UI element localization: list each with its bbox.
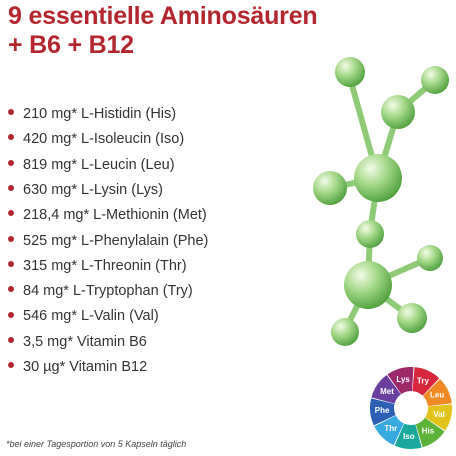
wheel-label: Val [433, 410, 445, 419]
item-text: 210 mg* L-Histidin (His) [23, 106, 177, 122]
item-text: 630 mg* L-Lysin (Lys) [23, 181, 163, 198]
item-text: 84 mg* L-Tryptophan (Try) [23, 283, 193, 300]
list-item: 546 mg* L-Valin (Val) [8, 308, 159, 324]
bullet [8, 286, 14, 293]
wheel-segment [423, 379, 452, 407]
item-text: 420 mg* L-Isoleucin (Iso) [23, 131, 185, 148]
list-item: 30 µg* Vitamin B12 [8, 359, 147, 375]
wheel-label: Leu [430, 391, 444, 400]
wheel-label: His [422, 427, 435, 436]
bullet [8, 336, 14, 343]
bullet [8, 210, 14, 217]
item-text: 218,4 mg* L-Methionin (Met) [23, 207, 207, 224]
list-item: 315 mg* L-Threonin (Thr) [8, 258, 187, 274]
wheel-segment [374, 415, 404, 446]
wheel-label: Thr [384, 424, 397, 433]
item-text: 3,5 mg* Vitamin B6 [23, 333, 147, 350]
list-item: 3,5 mg* Vitamin B6 [8, 334, 147, 350]
item-text: 315 mg* L-Threonin (Thr) [23, 257, 187, 274]
wheel-label: Lys [396, 375, 410, 384]
item-text: 546 mg* L-Valin (Val) [23, 308, 159, 325]
item-text: 30 µg* Vitamin B12 [23, 359, 148, 375]
wheel-label: Phe [375, 406, 390, 415]
bullet [8, 185, 14, 192]
bullet [8, 159, 14, 166]
wheel-segment [387, 367, 414, 395]
wheel-segment [415, 417, 445, 448]
item-text: 525 mg* L-Phenylalain (Phe) [23, 232, 209, 249]
bullet [8, 235, 14, 242]
wheel-segment [394, 423, 422, 449]
title-line: 9 essentielle Aminosäuren [8, 2, 318, 30]
title-line: + B6 + B12 [8, 31, 134, 59]
wheel-label: Iso [403, 432, 415, 441]
wheel-segment [412, 367, 440, 396]
list-item: 630 mg* L-Lysin (Lys) [8, 182, 163, 198]
molecule-spheres [313, 57, 449, 346]
list-item: 525 mg* L-Phenylalain (Phe) [8, 233, 208, 249]
bullet [8, 311, 14, 318]
bullet [8, 260, 14, 267]
wheel-segment [371, 375, 401, 404]
bullet [8, 362, 14, 369]
list-item: 819 mg* L-Leucin (Leu) [8, 157, 175, 173]
item-text: 819 mg* L-Leucin (Leu) [23, 156, 175, 173]
list-item: 420 mg* L-Isoleucin (Iso) [8, 131, 184, 147]
footnote: *bei einer Tagesportion von 5 Kapseln tä… [6, 439, 187, 449]
list-item: 218,4 mg* L-Methionin (Met) [8, 207, 207, 223]
wheel-segment [425, 404, 452, 431]
list-item: 84 mg* L-Tryptophan (Try) [8, 283, 193, 299]
bullet [8, 134, 14, 141]
wheel-label: Try [417, 377, 430, 386]
bullet [8, 109, 14, 116]
list-item: 210 mg* L-Histidin (His) [8, 106, 176, 122]
wheel-segment [369, 398, 396, 426]
wheel-label: Met [380, 387, 394, 396]
